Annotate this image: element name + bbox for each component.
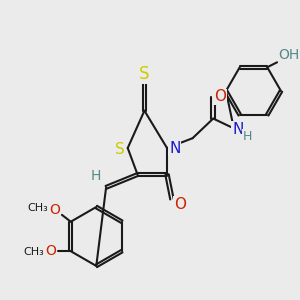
Text: O: O bbox=[174, 196, 186, 211]
Text: N: N bbox=[232, 122, 243, 137]
Text: N: N bbox=[169, 140, 181, 155]
Text: CH₃: CH₃ bbox=[27, 203, 48, 213]
Text: O: O bbox=[214, 89, 226, 104]
Text: O: O bbox=[50, 203, 61, 217]
Text: CH₃: CH₃ bbox=[23, 247, 44, 257]
Text: O: O bbox=[46, 244, 56, 258]
Text: H: H bbox=[243, 130, 252, 143]
Text: S: S bbox=[139, 65, 150, 83]
Text: H: H bbox=[91, 169, 101, 182]
Text: S: S bbox=[115, 142, 125, 158]
Text: OH: OH bbox=[278, 48, 299, 62]
